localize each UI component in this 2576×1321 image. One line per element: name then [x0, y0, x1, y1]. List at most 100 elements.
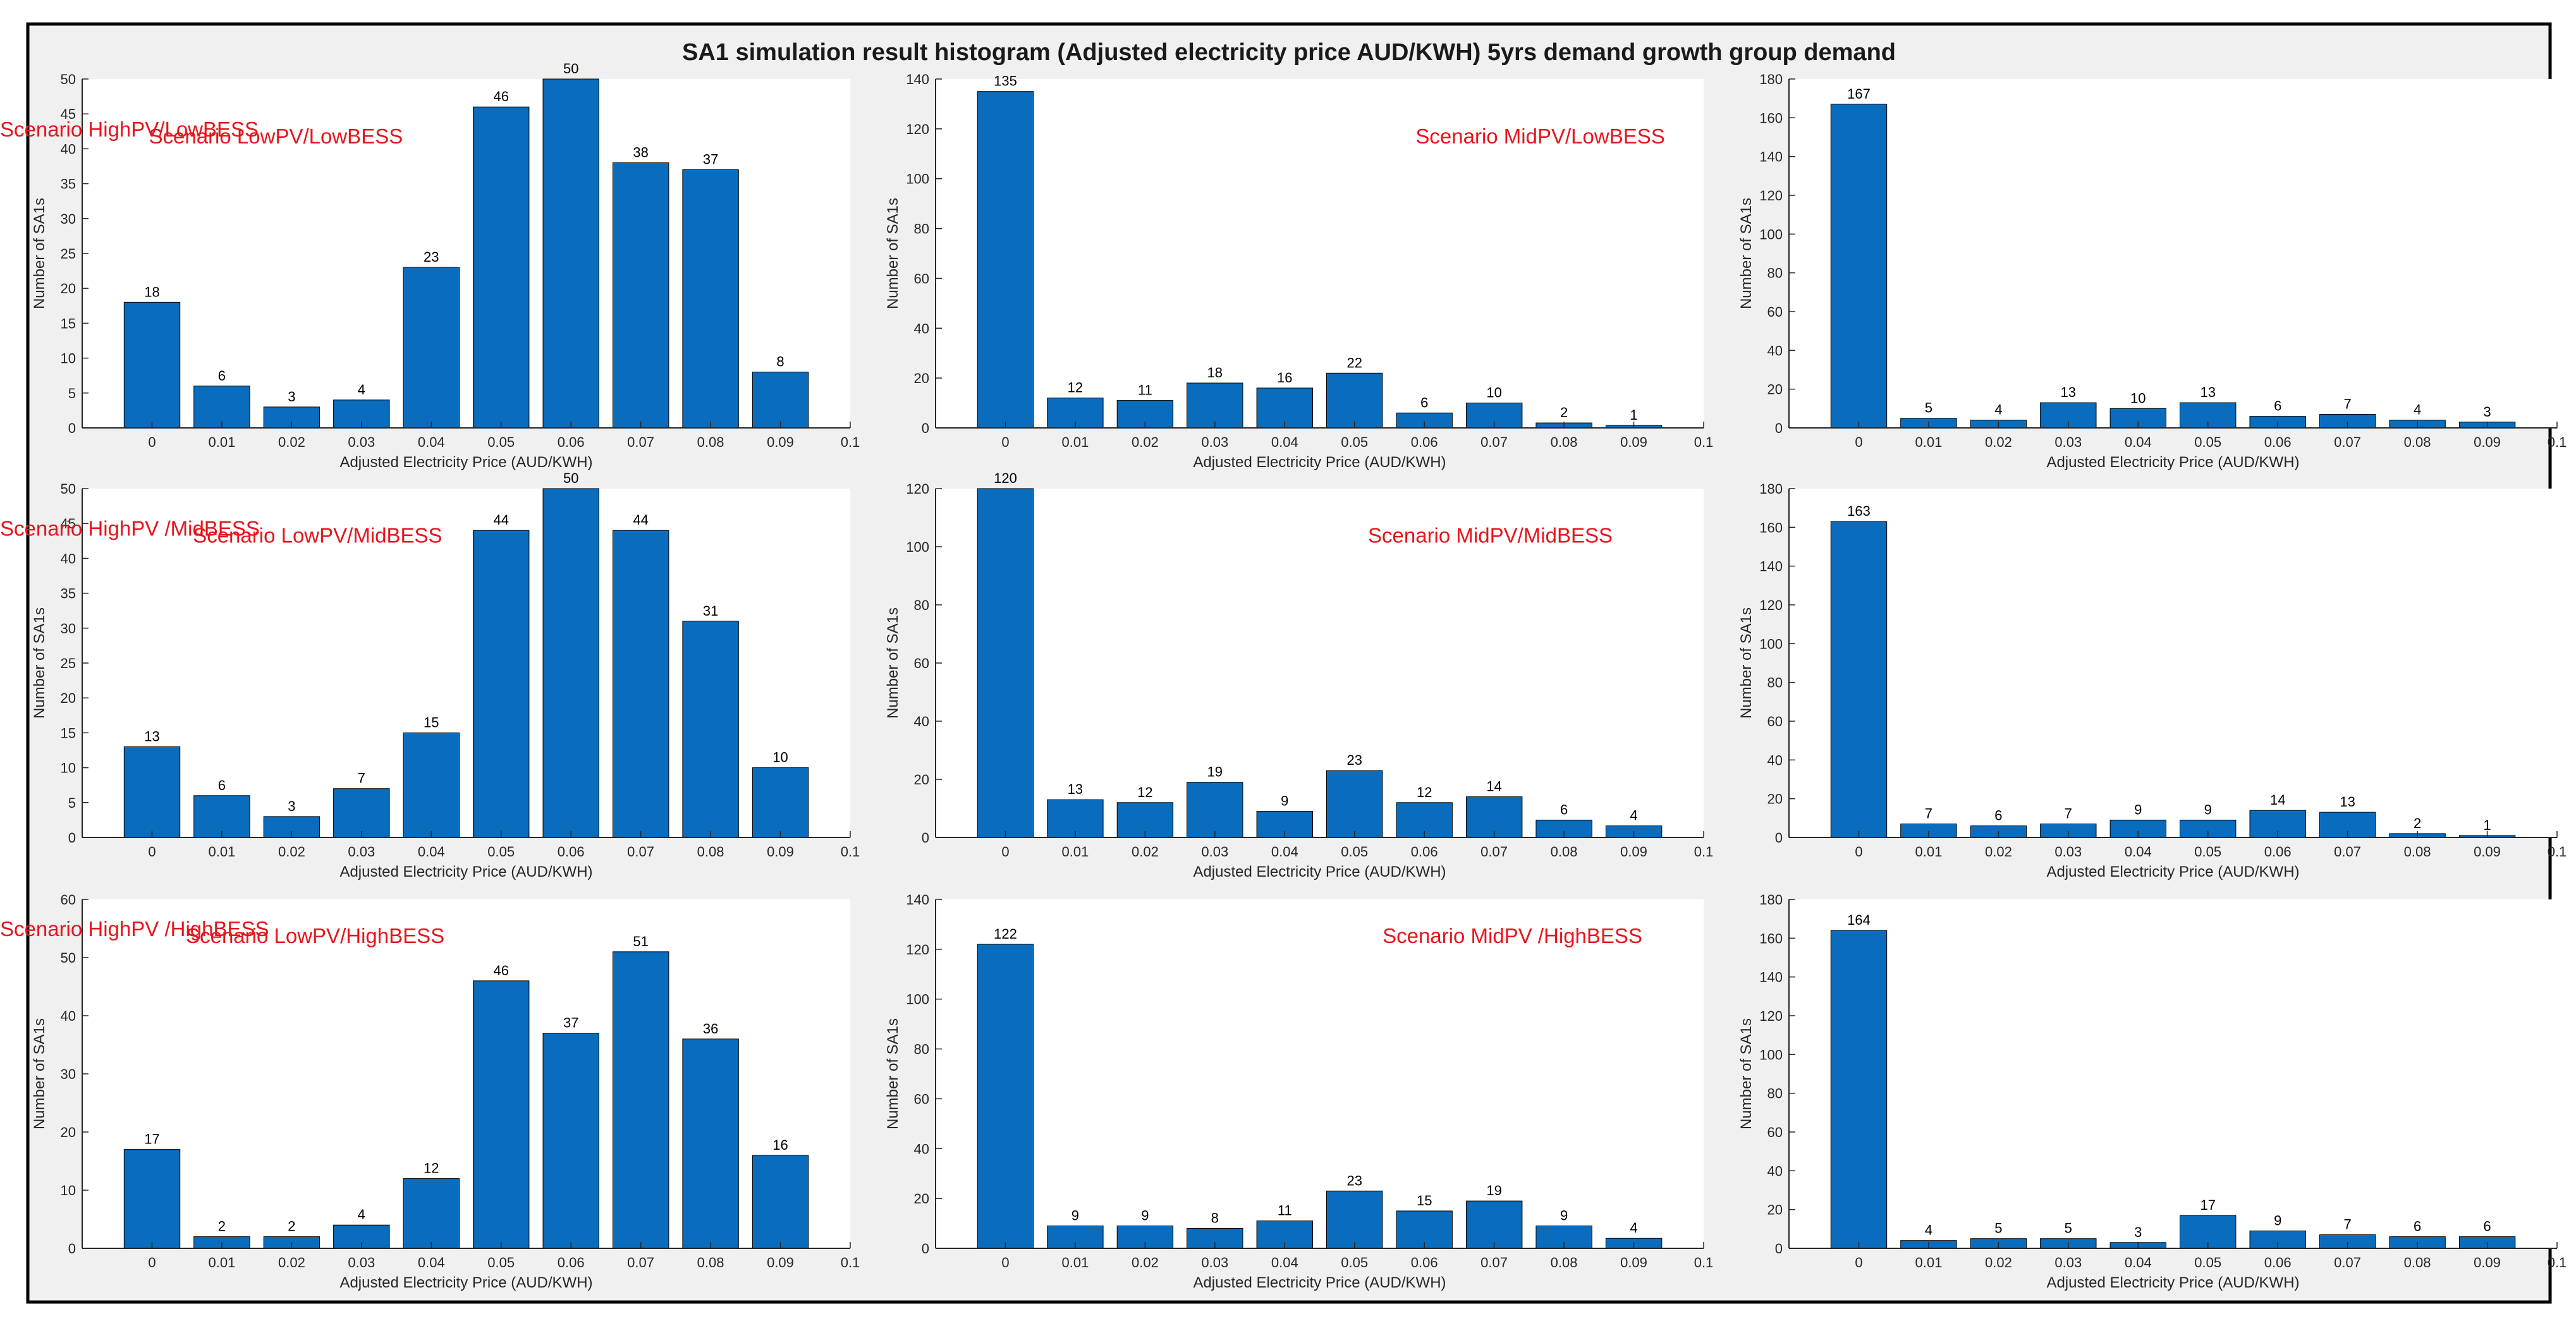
bar-value-label: 23: [1346, 752, 1362, 768]
bar-value-label: 163: [1847, 503, 1871, 519]
bar-value-label: 6: [1420, 394, 1428, 410]
bar: [1830, 521, 1888, 838]
y-tick-label: 100: [1759, 636, 1783, 652]
bar-value-label: 14: [2270, 792, 2285, 808]
y-tick-label: 5: [68, 795, 76, 811]
bar-value-label: 13: [1068, 781, 1083, 797]
x-tick-label: 0.04: [2125, 844, 2152, 860]
y-tick-label: 40: [1767, 1163, 1783, 1179]
bar-value-label: 12: [1417, 784, 1432, 800]
plot-area: [936, 489, 1704, 837]
bar-value-label: 14: [1486, 779, 1501, 794]
bar: [977, 91, 1034, 429]
y-tick-label: 100: [1759, 1047, 1783, 1062]
x-tick-label: 0.06: [2264, 844, 2292, 860]
y-tick-label: 100: [906, 171, 929, 187]
x-tick-label: 0.02: [278, 844, 305, 860]
y-axis-label: Number of SA1s: [31, 1018, 48, 1129]
x-tick-label: 0.1: [1694, 1255, 1714, 1270]
bar-value-label: 37: [563, 1015, 578, 1031]
bar-value-label: 7: [2343, 1217, 2351, 1233]
y-tick-label: 60: [1767, 304, 1783, 320]
bar: [473, 106, 530, 429]
y-tick-label: 35: [61, 176, 76, 192]
x-tick-label: 0: [148, 844, 156, 860]
x-axis-label: Adjusted Electricity Price (AUD/KWH): [1193, 454, 1446, 471]
y-tick-label: 45: [61, 106, 76, 122]
x-tick-label: 0.06: [1411, 844, 1438, 860]
bar: [752, 767, 809, 838]
bar: [123, 301, 181, 429]
bar-value-label: 17: [2200, 1197, 2215, 1213]
x-tick-label: 0.03: [2054, 434, 2082, 450]
y-tick-label: 0: [68, 830, 76, 846]
x-tick-label: 0.02: [278, 1255, 305, 1270]
scenario-label: Scenario MidPV/LowBESS: [1415, 125, 1664, 148]
bar-value-label: 15: [424, 714, 439, 730]
bar: [193, 386, 250, 429]
y-tick-label: 80: [914, 1042, 929, 1057]
x-tick-label: 0.07: [627, 844, 654, 860]
bar: [682, 1038, 739, 1249]
x-tick-label: 0.02: [278, 434, 305, 450]
figure-title: SA1 simulation result histogram (Adjuste…: [682, 39, 1896, 66]
x-tick-label: 0.07: [1480, 434, 1508, 450]
x-tick-label: 0.09: [767, 1255, 794, 1270]
y-tick-label: 20: [914, 370, 929, 386]
y-axis-label: Number of SA1s: [1738, 607, 1755, 719]
bar-value-label: 4: [1630, 808, 1637, 824]
y-tick-label: 20: [1767, 382, 1783, 398]
y-tick-label: 140: [1759, 559, 1783, 575]
y-tick-label: 120: [1759, 188, 1783, 204]
bar-value-label: 6: [2483, 1219, 2491, 1234]
bar-value-label: 10: [1486, 385, 1501, 401]
y-tick-label: 0: [1775, 830, 1783, 846]
x-tick-label: 0.1: [841, 1255, 860, 1270]
x-tick-label: 0.01: [208, 434, 235, 450]
y-axis-label: Number of SA1s: [884, 1018, 901, 1129]
x-tick-label: 0.1: [2548, 1255, 2567, 1270]
bar-value-label: 44: [493, 512, 508, 528]
x-tick-label: 0.06: [2264, 1255, 2292, 1270]
x-tick-label: 0.08: [2404, 434, 2431, 450]
bar: [613, 530, 669, 838]
plot-area: [1789, 489, 2557, 837]
x-tick-label: 0.06: [2264, 434, 2292, 450]
x-tick-label: 0.03: [1201, 1255, 1228, 1270]
bar: [542, 488, 599, 838]
bar-value-label: 9: [2274, 1212, 2281, 1228]
bar: [977, 488, 1034, 838]
y-tick-label: 160: [1759, 520, 1783, 535]
bar: [1116, 802, 1174, 838]
y-tick-label: 15: [61, 725, 76, 741]
y-tick-label: 20: [61, 1124, 76, 1140]
y-tick-label: 25: [61, 246, 76, 262]
x-tick-label: 0.08: [1551, 844, 1578, 860]
x-tick-label: 0.01: [1061, 434, 1089, 450]
y-tick-label: 0: [1775, 420, 1783, 436]
bar-value-label: 18: [1207, 365, 1223, 380]
x-tick-label: 0.01: [1061, 844, 1089, 860]
bar-value-label: 12: [1068, 380, 1083, 396]
bar-value-label: 2: [1560, 405, 1568, 420]
bar-value-label: 10: [772, 750, 788, 765]
bar: [1326, 1190, 1383, 1249]
x-tick-label: 0.03: [348, 434, 375, 450]
y-tick-label: 120: [1759, 597, 1783, 613]
bar-value-label: 3: [288, 798, 295, 814]
y-axis-label: Number of SA1s: [31, 607, 48, 719]
bar: [123, 1149, 181, 1249]
scenario-label: Scenario HighPV /MidBESS: [0, 517, 260, 540]
x-tick-label: 0.1: [841, 844, 860, 860]
bar-value-label: 9: [1560, 1208, 1568, 1224]
x-tick-label: 0.07: [1480, 844, 1508, 860]
bar-value-label: 167: [1847, 86, 1871, 102]
x-tick-label: 0.05: [2194, 844, 2221, 860]
bar-value-label: 4: [1994, 402, 2002, 418]
bar-value-label: 7: [2343, 396, 2351, 412]
y-tick-label: 60: [914, 655, 929, 671]
bar-value-label: 37: [703, 152, 718, 167]
x-tick-label: 0.09: [767, 844, 794, 860]
scenario-label: Scenario LowPV/HighBESS: [186, 924, 444, 947]
y-tick-label: 30: [61, 211, 76, 227]
